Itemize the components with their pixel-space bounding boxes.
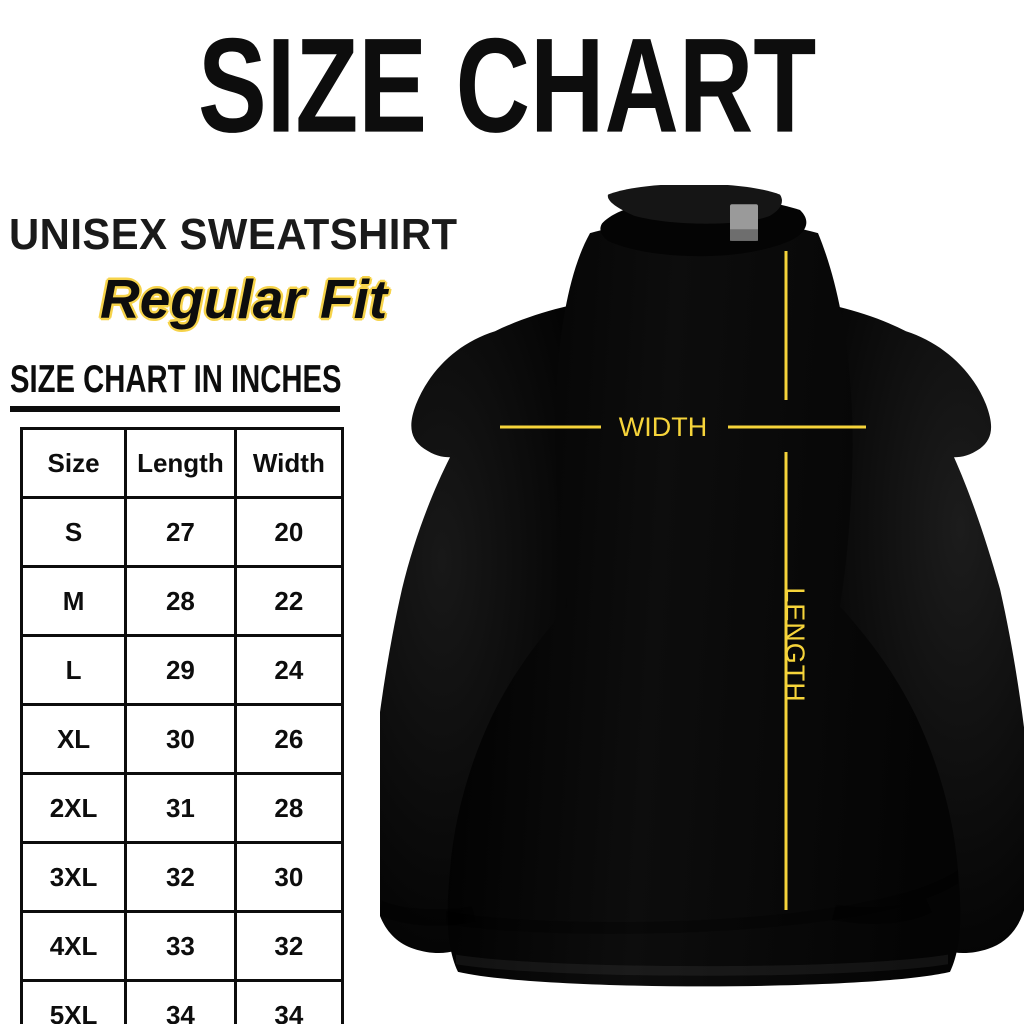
svg-text:LENGTH: LENGTH	[780, 587, 810, 703]
svg-text:WIDTH: WIDTH	[619, 412, 707, 442]
